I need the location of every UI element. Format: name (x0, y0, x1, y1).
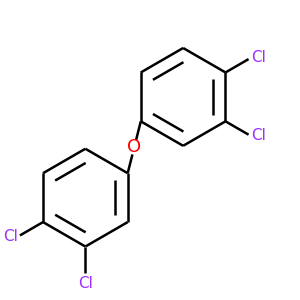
Text: O: O (127, 138, 141, 156)
Text: Cl: Cl (250, 50, 266, 65)
Text: Cl: Cl (3, 229, 18, 244)
Text: Cl: Cl (250, 128, 266, 143)
Text: Cl: Cl (78, 276, 93, 291)
